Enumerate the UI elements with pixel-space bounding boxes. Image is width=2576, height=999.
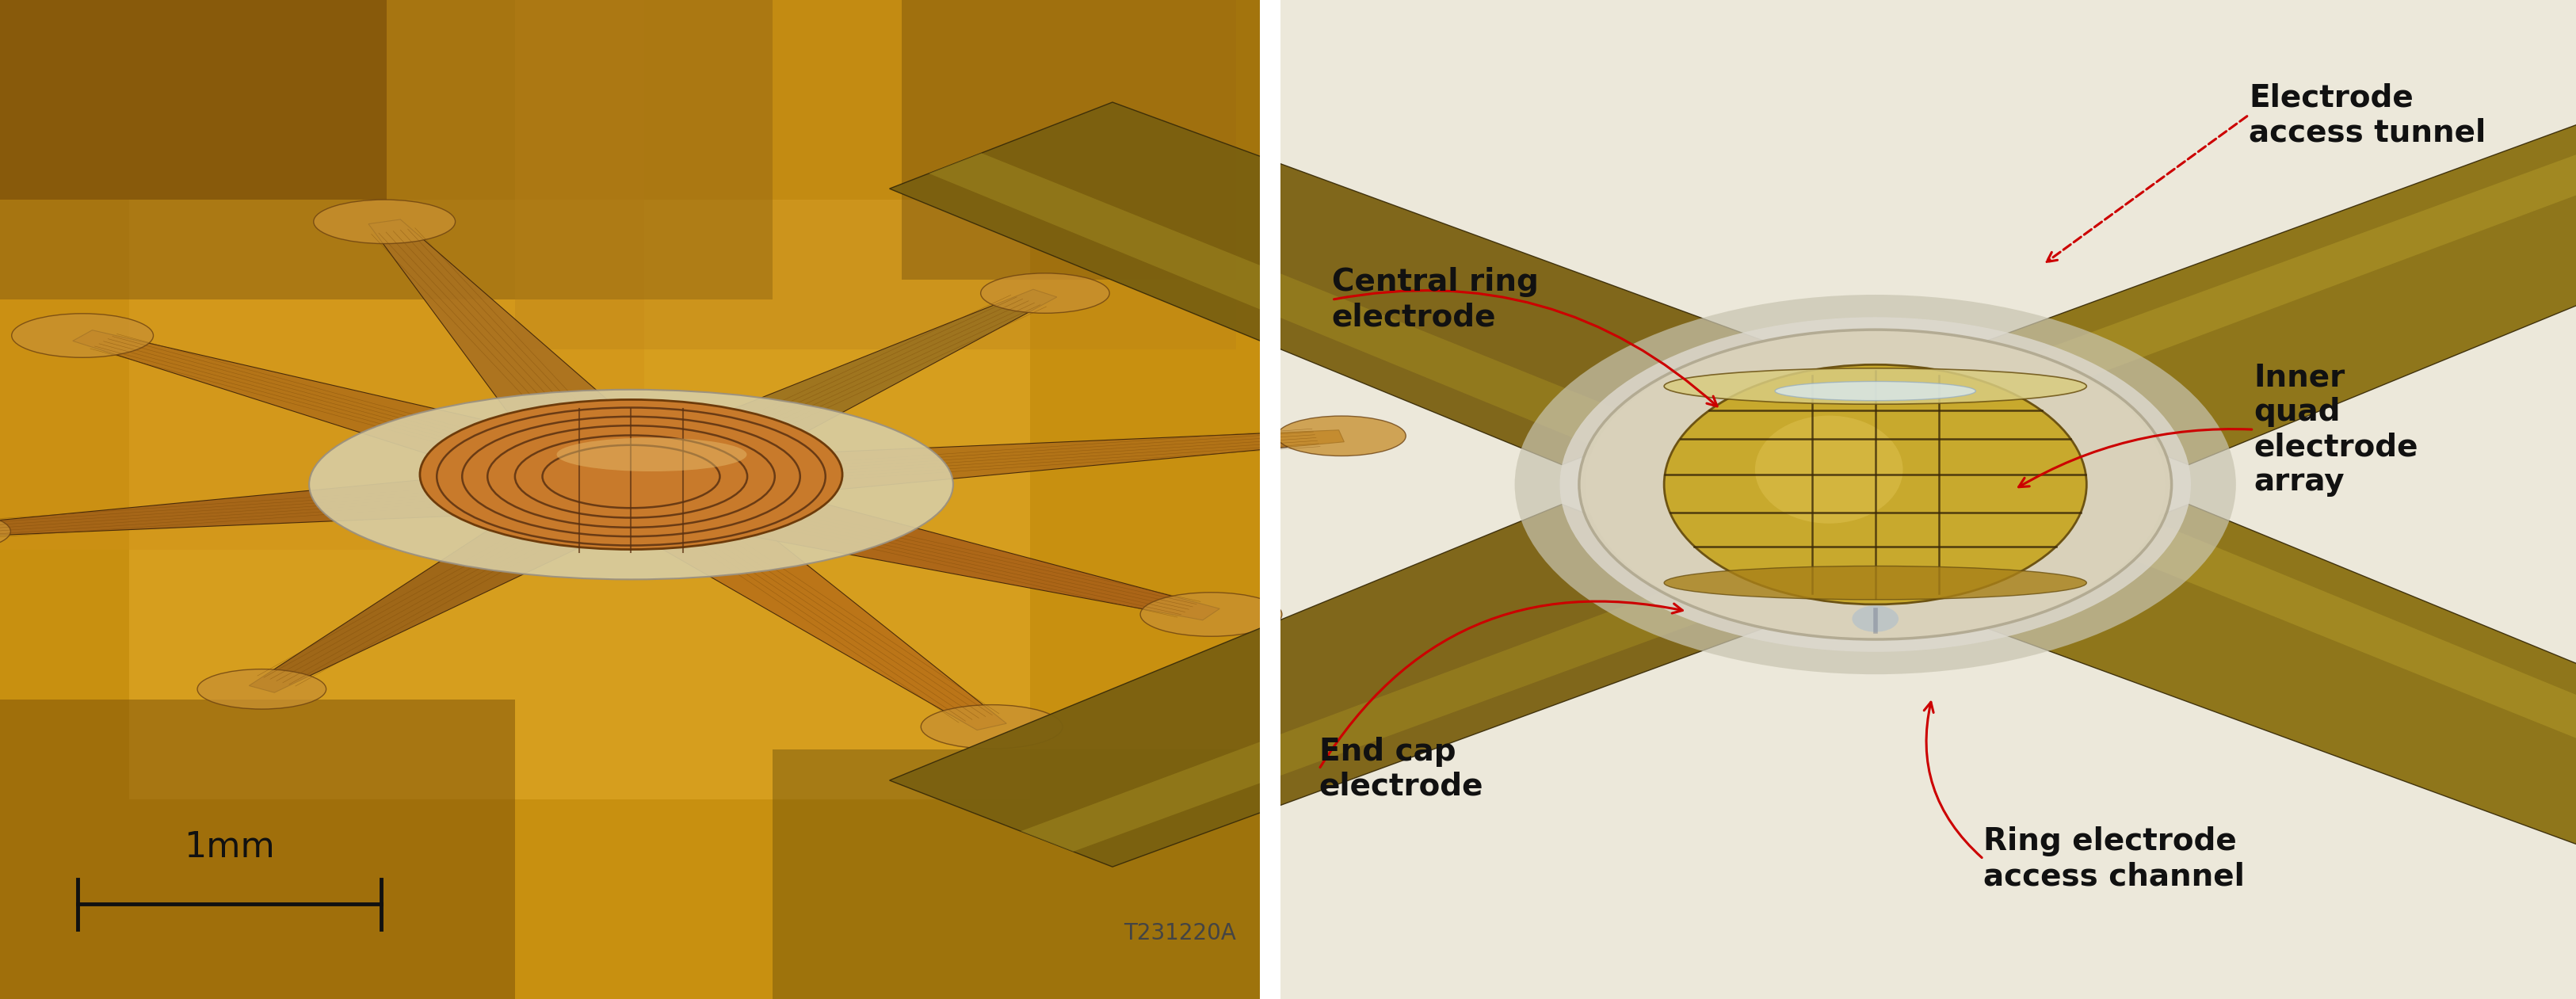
Polygon shape <box>1927 102 2576 465</box>
Ellipse shape <box>309 390 953 579</box>
Polygon shape <box>1927 504 2576 867</box>
FancyArrowPatch shape <box>2048 116 2246 262</box>
Bar <box>129 200 1030 799</box>
Ellipse shape <box>556 438 747 472</box>
Polygon shape <box>775 430 1345 494</box>
Polygon shape <box>1965 118 2576 402</box>
Ellipse shape <box>1775 382 1976 401</box>
Ellipse shape <box>1587 330 2166 639</box>
Bar <box>0 0 386 200</box>
Ellipse shape <box>1852 605 1899 632</box>
Polygon shape <box>1020 567 1785 851</box>
Ellipse shape <box>1561 318 2192 652</box>
Bar <box>1260 0 1280 999</box>
Ellipse shape <box>1664 365 2087 604</box>
Text: End cap
electrode: End cap electrode <box>1319 736 1484 802</box>
Text: Electrode
access tunnel: Electrode access tunnel <box>2249 82 2486 148</box>
Polygon shape <box>2089 519 2576 816</box>
Ellipse shape <box>13 314 155 358</box>
Polygon shape <box>659 525 1007 730</box>
Polygon shape <box>72 330 536 469</box>
Text: Inner
quad
electrode
array: Inner quad electrode array <box>2254 363 2419 497</box>
Polygon shape <box>690 290 1056 452</box>
Ellipse shape <box>0 511 10 551</box>
Ellipse shape <box>1579 330 2172 639</box>
Bar <box>0 0 1260 999</box>
Ellipse shape <box>1754 416 1904 523</box>
Bar <box>1280 0 2576 999</box>
Polygon shape <box>889 102 1824 465</box>
Bar <box>773 749 1262 999</box>
Ellipse shape <box>1664 566 2087 599</box>
Bar <box>0 0 644 549</box>
Bar <box>0 0 773 300</box>
Bar <box>0 699 515 999</box>
Polygon shape <box>0 476 487 537</box>
Polygon shape <box>737 496 1218 620</box>
Text: T231220A: T231220A <box>1123 922 1236 944</box>
Bar <box>902 0 1262 280</box>
Ellipse shape <box>1278 416 1406 456</box>
Ellipse shape <box>314 200 456 244</box>
Text: Ring electrode
access channel: Ring electrode access channel <box>1984 826 2244 892</box>
FancyArrowPatch shape <box>2020 429 2251 488</box>
Polygon shape <box>930 153 1662 450</box>
FancyArrowPatch shape <box>1334 291 1718 407</box>
Ellipse shape <box>981 273 1110 313</box>
Polygon shape <box>889 504 1824 867</box>
Polygon shape <box>250 522 585 692</box>
Ellipse shape <box>420 400 842 549</box>
Bar <box>515 0 1236 350</box>
FancyArrowPatch shape <box>1319 601 1682 767</box>
FancyArrowPatch shape <box>1924 702 1981 858</box>
Text: Central ring
electrode: Central ring electrode <box>1332 267 1538 333</box>
Ellipse shape <box>922 704 1061 748</box>
Ellipse shape <box>1515 295 2236 674</box>
Ellipse shape <box>1664 369 2087 405</box>
Polygon shape <box>368 220 631 436</box>
Ellipse shape <box>1141 592 1283 636</box>
Ellipse shape <box>198 669 327 709</box>
Text: 1mm: 1mm <box>183 830 276 864</box>
